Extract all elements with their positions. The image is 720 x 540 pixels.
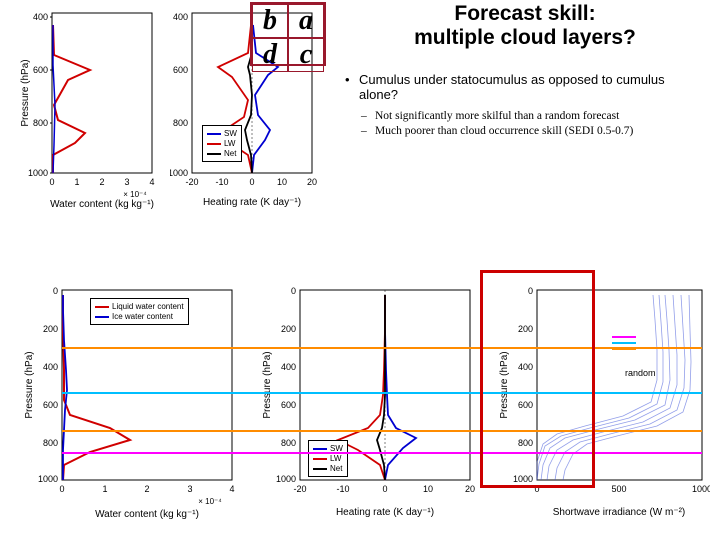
svg-text:400: 400 — [33, 12, 48, 22]
svg-text:0: 0 — [59, 484, 64, 494]
svg-text:20: 20 — [465, 484, 475, 494]
svg-text:0: 0 — [249, 177, 254, 187]
bullets: Cumulus under statocumulus as opposed to… — [345, 72, 705, 140]
bullet-main-1: Cumulus under statocumulus as opposed to… — [345, 72, 705, 102]
svg-text:4: 4 — [229, 484, 234, 494]
svg-text:Pressure (hPa): Pressure (hPa) — [262, 351, 273, 418]
bottom-chart-heating: 0 200 400 600 800 1000 -20 -10 0 10 20 H… — [258, 280, 478, 520]
svg-text:1000: 1000 — [38, 474, 58, 484]
svg-text:Water content (kg kg⁻¹): Water content (kg kg⁻¹) — [95, 509, 199, 520]
legend-net-b: Net — [330, 464, 342, 473]
svg-text:20: 20 — [307, 177, 317, 187]
legend-lw: LW — [224, 139, 235, 148]
legend-lwc: Liquid water content — [112, 302, 184, 311]
svg-text:600: 600 — [43, 400, 58, 410]
svg-text:1: 1 — [102, 484, 107, 494]
svg-text:600: 600 — [281, 400, 296, 410]
bottom-chart-water: 0 200 400 600 800 1000 0 1 2 3 4 × 10⁻⁴ … — [20, 280, 240, 520]
svg-text:1000: 1000 — [276, 474, 296, 484]
hl-orange-1 — [62, 347, 702, 349]
svg-text:-10: -10 — [336, 484, 349, 494]
title-line-2: multiple cloud layers? — [340, 26, 710, 50]
bullet-sub-2: Much poorer than cloud occurrence skill … — [345, 125, 705, 137]
title-line-1: Forecast skill: — [340, 2, 710, 26]
svg-text:0: 0 — [382, 484, 387, 494]
svg-text:200: 200 — [281, 324, 296, 334]
svg-text:1000: 1000 — [692, 484, 710, 494]
svg-text:3: 3 — [187, 484, 192, 494]
grid-c: c — [288, 38, 324, 72]
legend-net: Net — [224, 149, 236, 158]
svg-text:500: 500 — [611, 484, 626, 494]
svg-text:10: 10 — [423, 484, 433, 494]
svg-text:Heating rate (K day⁻¹): Heating rate (K day⁻¹) — [336, 507, 434, 518]
svg-text:2: 2 — [144, 484, 149, 494]
svg-text:800: 800 — [173, 118, 188, 128]
svg-text:Pressure (hPa): Pressure (hPa) — [24, 351, 35, 418]
legend-lw-b: LW — [330, 454, 341, 463]
svg-text:-20: -20 — [185, 177, 198, 187]
title-block: Forecast skill: multiple cloud layers? — [340, 2, 710, 50]
svg-text:400: 400 — [281, 362, 296, 372]
svg-text:Shortwave irradiance (W m⁻²): Shortwave irradiance (W m⁻²) — [553, 507, 686, 518]
svg-text:-20: -20 — [293, 484, 306, 494]
svg-text:800: 800 — [33, 118, 48, 128]
svg-text:1: 1 — [74, 177, 79, 187]
svg-text:Heating rate (K day⁻¹): Heating rate (K day⁻¹) — [203, 197, 301, 208]
svg-text:800: 800 — [43, 438, 58, 448]
svg-text:4: 4 — [149, 177, 154, 187]
svg-text:Water content (kg kg⁻¹): Water content (kg kg⁻¹) — [50, 199, 154, 210]
svg-text:× 10⁻⁴: × 10⁻⁴ — [123, 190, 147, 199]
hl-cyan-1 — [62, 392, 702, 394]
hl-magenta-1 — [62, 452, 702, 454]
highlight-box — [480, 270, 595, 488]
svg-text:0: 0 — [291, 286, 296, 296]
legend-water-content: Liquid water content Ice water content — [90, 298, 189, 325]
svg-text:400: 400 — [43, 362, 58, 372]
svg-text:600: 600 — [33, 65, 48, 75]
svg-text:400: 400 — [173, 12, 188, 22]
legend-swlwnet-bottom: SW LW Net — [308, 440, 348, 477]
svg-text:800: 800 — [281, 438, 296, 448]
svg-text:× 10⁻⁴: × 10⁻⁴ — [198, 497, 222, 506]
svg-text:2: 2 — [99, 177, 104, 187]
grid-b: b — [252, 4, 288, 38]
bullet-sub-1: Not significantly more skilful than a ra… — [345, 110, 705, 122]
legend-iwc: Ice water content — [112, 312, 173, 321]
svg-text:Pressure (hPa): Pressure (hPa) — [20, 59, 31, 126]
svg-text:0: 0 — [49, 177, 54, 187]
tick-orange — [612, 348, 636, 350]
tick-cyan — [612, 342, 636, 344]
bottom-section: 0 200 400 600 800 1000 0 1 2 3 4 × 10⁻⁴ … — [0, 280, 720, 540]
grid-a: a — [288, 4, 324, 38]
tick-magenta — [612, 336, 636, 338]
top-section: 400 600 800 1000 0 1 2 3 4 × 10⁻⁴ Water … — [0, 0, 720, 250]
top-chart-water: 400 600 800 1000 0 1 2 3 4 × 10⁻⁴ Water … — [20, 5, 160, 210]
hl-orange-2 — [62, 430, 702, 432]
letter-grid: b a d c — [250, 2, 326, 66]
random-label: random — [625, 368, 656, 378]
svg-text:10: 10 — [277, 177, 287, 187]
svg-text:0: 0 — [53, 286, 58, 296]
svg-text:-10: -10 — [215, 177, 228, 187]
svg-text:3: 3 — [124, 177, 129, 187]
svg-text:600: 600 — [173, 65, 188, 75]
grid-d: d — [252, 38, 288, 72]
legend-sw: SW — [224, 129, 237, 138]
svg-text:200: 200 — [43, 324, 58, 334]
legend-swlwnet-top: SW LW Net — [202, 125, 242, 162]
svg-text:1000: 1000 — [28, 168, 48, 178]
